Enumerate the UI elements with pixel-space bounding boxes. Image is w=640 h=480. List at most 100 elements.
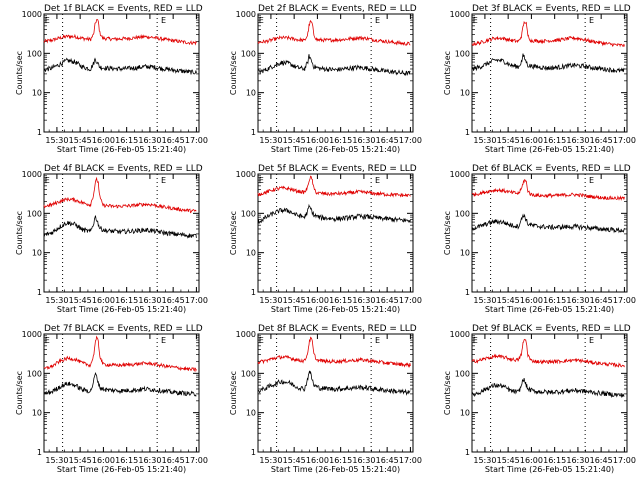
x-tick-label: 15:30 [259,296,282,305]
x-tick-label: 15:30 [45,456,68,465]
x-tick-label: 16:00 [520,136,543,145]
x-tick-label: 17:00 [613,136,636,145]
y-axis-label: Counts/sec [443,211,452,255]
y-tick-label: 1000 [236,170,256,179]
x-tick-label: 16:00 [306,136,329,145]
x-tick-label: 16:00 [520,456,543,465]
x-tick-label: 15:30 [473,136,496,145]
y-tick-label: 1 [37,128,42,137]
y-tick-label: 1 [251,128,256,137]
e-marker: E [375,336,380,345]
events-series-line [257,54,411,77]
y-tick-label: 1000 [236,10,256,19]
x-tick-label: 16:00 [92,456,115,465]
x-tick-label: 16:15 [543,136,566,145]
x-tick-label: 15:45 [283,456,306,465]
x-tick-label: 15:45 [69,456,92,465]
y-axis-label: Counts/sec [15,371,24,415]
x-tick-label: 16:00 [306,456,329,465]
x-tick-label: 17:00 [185,136,208,145]
y-tick-label: 1 [251,448,256,457]
panel-title: Det 7f BLACK = Events, RED = LLD [44,324,203,334]
x-tick-label: 15:30 [473,456,496,465]
x-tick-label: 16:00 [306,296,329,305]
e-marker: E [589,176,594,185]
lld-series-line [257,336,411,368]
y-axis-label: Counts/sec [229,51,238,95]
lld-series-line [472,179,625,201]
x-tick-label: 17:00 [185,456,208,465]
x-axis-label: Start Time (26-Feb-05 15:21:40) [271,465,400,474]
plot-frame [43,333,200,453]
e-marker: E [161,16,166,25]
y-tick-label: 100 [241,49,256,58]
y-tick-label: 1 [37,288,42,297]
lld-series-line [257,175,411,198]
e-marker: E [161,336,166,345]
y-axis-label: Counts/sec [15,211,24,255]
x-tick-label: 16:45 [376,456,399,465]
x-tick-label: 16:15 [115,296,138,305]
x-tick-label: 16:45 [376,136,399,145]
e-marker: E [161,176,166,185]
x-tick-label: 16:30 [352,456,375,465]
x-tick-label: 17:00 [399,136,422,145]
y-tick-label: 100 [455,49,470,58]
e-marker: E [473,176,478,185]
y-tick-label: 100 [455,209,470,218]
x-tick-label: 17:00 [185,296,208,305]
y-axis-label: Counts/sec [443,371,452,415]
x-tick-label: 16:00 [92,136,115,145]
x-tick-label: 17:00 [399,296,422,305]
panel-title: Det 2f BLACK = Events, RED = LLD [258,4,417,14]
x-tick-label: 16:00 [92,296,115,305]
x-tick-label: 16:30 [138,456,161,465]
x-tick-label: 16:15 [543,296,566,305]
y-tick-label: 100 [27,209,42,218]
x-tick-label: 16:00 [520,296,543,305]
events-series-line [258,370,411,396]
panel-title: Det 6f BLACK = Events, RED = LLD [472,164,631,174]
lld-series-line [257,19,411,47]
events-series-line [44,57,197,75]
x-axis-label: Start Time (26-Feb-05 15:21:40) [271,145,400,154]
panel-det-8: Det 8f BLACK = Events, RED = LLD 1 10 100 10… [229,324,422,474]
x-axis-label: Start Time (26-Feb-05 15:21:40) [485,305,614,314]
plot-frame [43,13,200,133]
panel-det-7: Det 7f BLACK = Events, RED = LLD 1 10 100 10… [15,324,208,474]
e-marker: E [473,336,478,345]
events-series-line [257,203,411,224]
e-marker: E [375,176,380,185]
x-tick-label: 16:15 [329,136,352,145]
panel-det-6: Det 6f BLACK = Events, RED = LLD 1 10 100 10… [443,164,636,314]
x-tick-label: 16:15 [115,136,138,145]
y-axis-label: Counts/sec [229,371,238,415]
e-marker: E [45,16,50,25]
x-axis-label: Start Time (26-Feb-05 15:21:40) [57,465,186,474]
e-marker: E [589,16,594,25]
y-tick-label: 10 [460,89,470,98]
y-tick-label: 100 [241,209,256,218]
lld-series-line [471,338,625,368]
events-series-line [471,213,625,234]
x-axis-label: Start Time (26-Feb-05 15:21:40) [485,145,614,154]
y-axis-label: Counts/sec [229,211,238,255]
x-tick-label: 15:30 [45,136,68,145]
e-marker: E [473,16,478,25]
x-tick-label: 15:45 [497,456,520,465]
x-tick-label: 16:30 [566,136,589,145]
e-marker: E [375,16,380,25]
x-tick-label: 17:00 [613,296,636,305]
x-tick-label: 16:15 [329,456,352,465]
panel-det-3: Det 3f BLACK = Events, RED = LLD 1 10 100 10… [443,4,636,154]
y-axis-label: Counts/sec [15,51,24,95]
x-axis-label: Start Time (26-Feb-05 15:21:40) [57,145,186,154]
x-tick-label: 15:45 [497,136,520,145]
panel-title: Det 8f BLACK = Events, RED = LLD [258,324,417,334]
y-tick-label: 1000 [450,170,470,179]
y-tick-label: 10 [32,249,42,258]
panel-det-4: Det 4f BLACK = Events, RED = LLD 1 10 100 10… [15,164,208,314]
x-tick-label: 16:45 [590,296,613,305]
plot-frame [257,333,414,453]
x-axis-label: Start Time (26-Feb-05 15:21:40) [57,305,186,314]
